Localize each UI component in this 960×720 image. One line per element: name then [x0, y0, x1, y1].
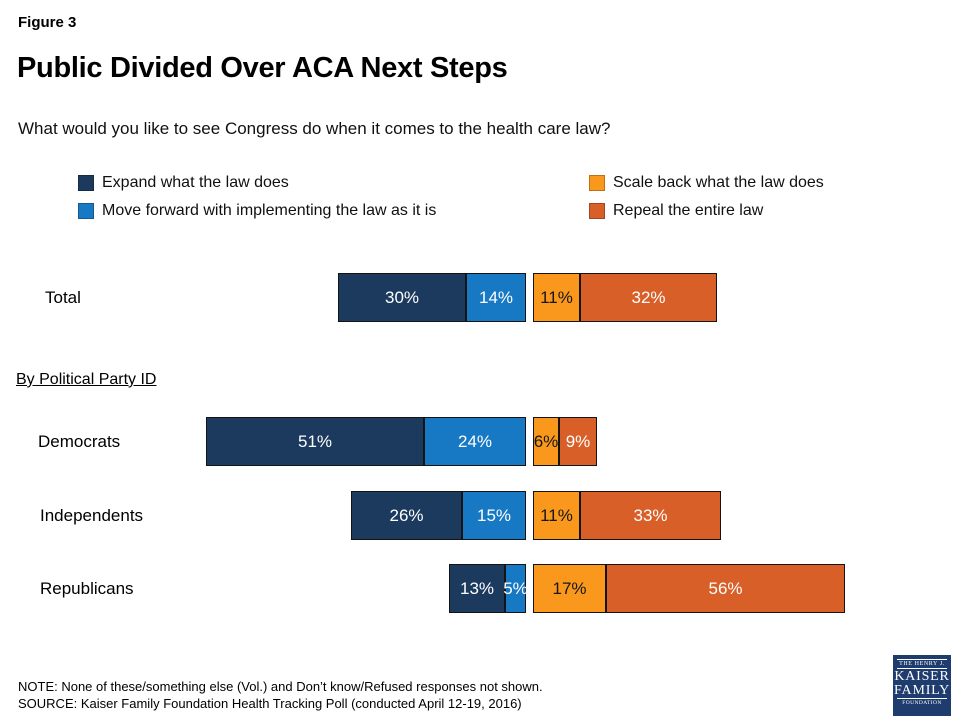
- bar-segment: 9%: [559, 417, 597, 466]
- bar-segment: 51%: [206, 417, 424, 466]
- note-text: NOTE: None of these/something else (Vol.…: [18, 679, 543, 694]
- category-label: Democrats: [38, 431, 121, 451]
- legend-label: Scale back what the law does: [613, 174, 824, 191]
- legend-item-expand: Expand what the law does: [78, 174, 289, 192]
- bar-segment: 11%: [533, 491, 580, 540]
- survey-question: What would you like to see Congress do w…: [18, 119, 611, 138]
- bar-segment: 24%: [424, 417, 526, 466]
- bar-segment: 5%: [503, 564, 528, 613]
- page-title: Public Divided Over ACA Next Steps: [17, 52, 508, 84]
- category-label: Independents: [40, 505, 144, 525]
- group-header-party-id: By Political Party ID: [16, 371, 157, 388]
- legend-swatch-repeal: [589, 203, 605, 219]
- figure-number-label: Figure 3: [18, 14, 77, 31]
- bar-segment: 14%: [466, 273, 526, 322]
- legend-label: Expand what the law does: [102, 174, 289, 191]
- kff-logo-line4: FOUNDATION: [897, 698, 947, 706]
- legend-swatch-expand: [78, 175, 94, 191]
- kff-logo-line2: KAISER: [894, 669, 950, 684]
- source-text: SOURCE: Kaiser Family Foundation Health …: [18, 696, 522, 711]
- legend-item-scale-back: Scale back what the law does: [589, 174, 824, 192]
- legend-item-move-forward: Move forward with implementing the law a…: [78, 202, 436, 220]
- bar-segment: 15%: [462, 491, 526, 540]
- bar-segment: 13%: [449, 564, 505, 613]
- kff-logo: THE HENRY J. KAISER FAMILY FOUNDATION: [893, 655, 951, 716]
- legend-swatch-move-forward: [78, 203, 94, 219]
- bar-segment: 33%: [580, 491, 721, 540]
- legend-swatch-scale-back: [589, 175, 605, 191]
- legend-item-repeal: Repeal the entire law: [589, 202, 763, 220]
- bar-segment: 26%: [351, 491, 462, 540]
- bar-segment: 6%: [533, 417, 559, 466]
- bar-segment: 17%: [533, 564, 606, 613]
- legend-label: Move forward with implementing the law a…: [102, 202, 437, 219]
- category-label: Total: [45, 287, 81, 307]
- kff-logo-line3: FAMILY: [893, 683, 951, 698]
- bar-segment: 32%: [580, 273, 717, 322]
- kff-logo-line1: THE HENRY J.: [897, 659, 947, 669]
- legend-label: Repeal the entire law: [613, 202, 764, 219]
- bar-segment: 56%: [606, 564, 845, 613]
- bar-segment: 30%: [338, 273, 466, 322]
- bar-segment: 11%: [533, 273, 580, 322]
- category-label: Republicans: [40, 578, 134, 598]
